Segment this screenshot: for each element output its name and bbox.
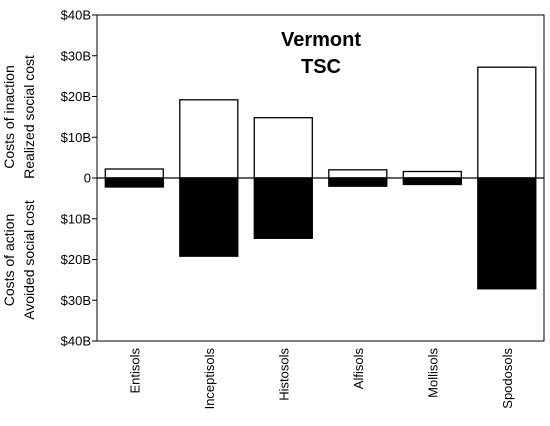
bar-avoided-entisols bbox=[104, 177, 164, 188]
bars-layer bbox=[104, 66, 537, 290]
y-tick-label: $30B bbox=[61, 48, 91, 63]
y-tick-label: 0 bbox=[84, 171, 91, 186]
x-tick-label-inceptisols: Inceptisols bbox=[202, 348, 217, 410]
x-tick-label-entisols: Entisols bbox=[127, 348, 142, 394]
y-axis-label-top-line2: Realized social cost bbox=[21, 55, 37, 179]
y-tick-label: $10B bbox=[61, 211, 91, 226]
x-ticks-layer: Entisols Inceptisols Histosols Alfisols Moll… bbox=[127, 348, 515, 410]
chart-subtitle: TSC bbox=[301, 56, 341, 78]
y-tick-label: $20B bbox=[61, 89, 91, 104]
y-axis-label-bottom: Costs of action Avoided social cost bbox=[1, 200, 37, 320]
x-tick-label-mollisols: Mollisols bbox=[425, 348, 440, 398]
y-axis-label-top-line1: Costs of inaction bbox=[1, 65, 17, 169]
x-tick-label-spodosols: Spodosols bbox=[500, 348, 515, 409]
y-tick-label: $30B bbox=[61, 293, 91, 308]
y-axis-label-bottom-line2: Avoided social cost bbox=[21, 200, 37, 320]
y-tick-label: $20B bbox=[61, 252, 91, 267]
y-ticks-layer: $40B $30B $20B $10B 0 $10B $20B $30B $40B bbox=[61, 8, 97, 349]
bar-avoided-histosols bbox=[253, 177, 313, 239]
bar-realized-alfisols bbox=[328, 169, 388, 179]
bar-avoided-inceptisols bbox=[179, 177, 239, 257]
y-axis-label-top: Costs of inaction Realized social cost bbox=[1, 55, 37, 179]
bar-realized-histosols bbox=[253, 117, 313, 179]
bar-avoided-spodosols bbox=[477, 177, 537, 290]
bar-realized-mollisols bbox=[402, 170, 462, 179]
y-axis-label-bottom-line1: Costs of action bbox=[1, 214, 17, 307]
y-tick-label: $40B bbox=[61, 8, 91, 23]
bar-avoided-alfisols bbox=[328, 177, 388, 187]
x-tick-label-alfisols: Alfisols bbox=[351, 348, 366, 390]
chart-title: Vermont bbox=[281, 29, 361, 51]
y-tick-label: $10B bbox=[61, 130, 91, 145]
bar-realized-entisols bbox=[104, 168, 164, 179]
bar-realized-spodosols bbox=[477, 66, 537, 179]
y-tick-label: $40B bbox=[61, 334, 91, 349]
x-tick-label-histosols: Histosols bbox=[276, 348, 291, 401]
bar-realized-inceptisols bbox=[179, 99, 239, 179]
bar-avoided-mollisols bbox=[402, 177, 462, 186]
